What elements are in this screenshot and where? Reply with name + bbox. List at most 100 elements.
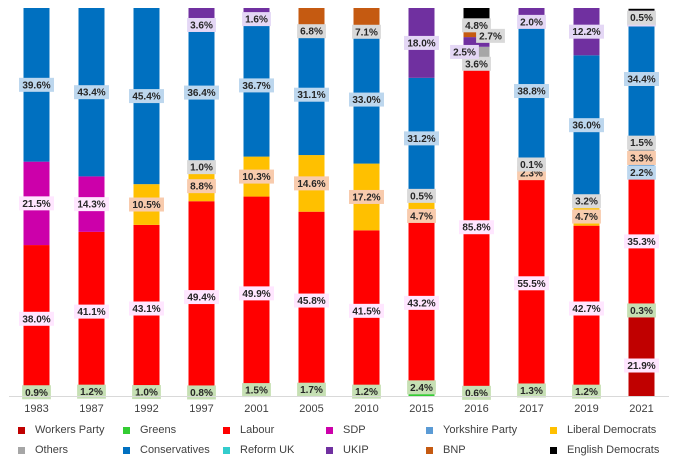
bar-segment-english-democrats-2021 <box>628 8 655 11</box>
data-label-text: 3.3% <box>630 153 653 164</box>
data-label-text: 1.2% <box>575 387 598 398</box>
data-label-bg <box>476 28 505 43</box>
data-label-greens-2005: 1.7% <box>297 382 326 397</box>
data-label-conservatives-1987: 43.4% <box>74 85 109 100</box>
data-label-text: 6.8% <box>300 27 323 38</box>
data-label-bg <box>294 176 329 191</box>
data-label-ukip-2019: 12.2% <box>569 24 604 39</box>
data-label-bg <box>404 35 439 50</box>
data-label-text: 21.9% <box>627 361 655 372</box>
x-tick-label-1983: 1983 <box>24 403 48 415</box>
legend-swatch <box>550 426 557 434</box>
bar-segment-ukip-2001 <box>243 8 270 15</box>
legend-swatch <box>326 426 333 434</box>
legend-swatch <box>223 426 230 434</box>
data-label-text: 0.3% <box>630 306 653 317</box>
data-label-bg <box>572 384 601 399</box>
data-label-text: 0.8% <box>190 388 213 399</box>
legend-label: Greens <box>140 424 177 436</box>
legend-label: UKIP <box>343 444 369 456</box>
data-label-text: 41.1% <box>77 307 105 318</box>
data-label-bg <box>404 295 439 310</box>
data-label-bg <box>297 382 326 397</box>
data-label-conservatives-1997: 36.4% <box>184 85 219 100</box>
data-label-greens-1987: 1.2% <box>77 384 106 399</box>
data-label-bg <box>184 85 219 100</box>
data-label-text: 10.3% <box>242 172 270 183</box>
data-label-greens-2019: 1.2% <box>572 384 601 399</box>
data-label-bg <box>19 311 54 326</box>
data-label-greens-2017: 1.3% <box>517 383 546 398</box>
data-label-conservatives-2010: 33.0% <box>349 92 384 107</box>
data-label-bg <box>462 56 491 71</box>
data-label-bg <box>352 24 381 39</box>
legend-item-others: Others <box>18 444 68 456</box>
x-tick-label-2016: 2016 <box>464 403 488 415</box>
data-label-text: 1.3% <box>520 386 543 397</box>
data-label-labour-2010: 41.5% <box>349 303 384 318</box>
data-label-text: 14.3% <box>77 200 105 211</box>
data-label-text: 55.5% <box>517 279 545 290</box>
data-label-bg <box>22 385 51 400</box>
data-label-bg <box>74 85 109 100</box>
legend-label: Labour <box>240 424 275 436</box>
data-label-text: 12.2% <box>572 27 600 38</box>
data-label-text: 14.6% <box>297 179 325 190</box>
data-label-liberal-democrats-1997: 8.8% <box>187 179 216 194</box>
legend-item-conservatives: Conservatives <box>123 444 210 456</box>
legend-swatch <box>326 446 333 454</box>
data-label-conservatives-1992: 45.4% <box>129 89 164 104</box>
data-label-text: 0.5% <box>630 13 653 24</box>
data-label-yorkshire-party-2021: 2.2% <box>627 165 656 180</box>
data-label-bg <box>129 301 164 316</box>
data-label-text: 43.1% <box>132 304 160 315</box>
data-label-text: 0.5% <box>410 191 433 202</box>
data-label-text: 85.8% <box>462 223 490 234</box>
data-label-text: 2.3% <box>520 169 543 180</box>
data-label-text: 21.5% <box>22 199 50 210</box>
data-label-bg <box>349 189 384 204</box>
data-label-text: 7.1% <box>355 27 378 38</box>
data-label-text: 4.8% <box>465 21 488 32</box>
data-label-text: 31.2% <box>407 134 435 145</box>
data-label-greens-2015: 2.4% <box>407 380 436 395</box>
data-label-others-2016: 3.6% <box>462 56 491 71</box>
data-label-conservatives-2021: 34.4% <box>624 72 659 87</box>
data-label-others-2019: 3.2% <box>572 194 601 209</box>
data-label-labour-2016: 85.8% <box>459 220 494 235</box>
data-label-bg <box>450 44 479 59</box>
data-label-liberal-democrats-2019: 4.7% <box>572 209 601 224</box>
data-label-liberal-democrats-1992: 10.5% <box>129 197 164 212</box>
legend-item-ukip: UKIP <box>326 444 369 456</box>
data-label-text: 42.7% <box>572 304 600 315</box>
data-label-bg <box>74 304 109 319</box>
data-label-bg <box>242 12 271 27</box>
legend-label: English Democrats <box>567 444 660 456</box>
legend-swatch <box>18 446 25 454</box>
data-label-text: 33.0% <box>352 95 380 106</box>
data-label-greens-2016: 0.6% <box>462 385 491 400</box>
data-label-text: 1.5% <box>245 386 268 397</box>
data-label-text: 1.5% <box>630 138 653 149</box>
data-label-text: 49.9% <box>242 289 270 300</box>
data-label-ukip-2016: 2.5% <box>450 44 479 59</box>
data-label-text: 8.8% <box>190 182 213 193</box>
data-label-bg <box>624 234 659 249</box>
x-tick-label-1992: 1992 <box>134 403 158 415</box>
data-label-bg <box>624 72 659 87</box>
data-label-bg <box>349 303 384 318</box>
data-label-bg <box>187 179 216 194</box>
legend-item-bnp: BNP <box>426 444 466 456</box>
data-label-text: 4.7% <box>410 211 433 222</box>
data-label-bg <box>187 385 216 400</box>
legend-swatch <box>123 446 130 454</box>
data-label-text: 39.6% <box>22 80 50 91</box>
data-label-bg <box>349 92 384 107</box>
legend-label: BNP <box>443 444 466 456</box>
data-label-bg <box>187 17 216 32</box>
data-label-ukip-2015: 18.0% <box>404 35 439 50</box>
data-label-conservatives-2001: 36.7% <box>239 78 274 93</box>
data-label-labour-1992: 43.1% <box>129 301 164 316</box>
data-label-labour-1987: 41.1% <box>74 304 109 319</box>
